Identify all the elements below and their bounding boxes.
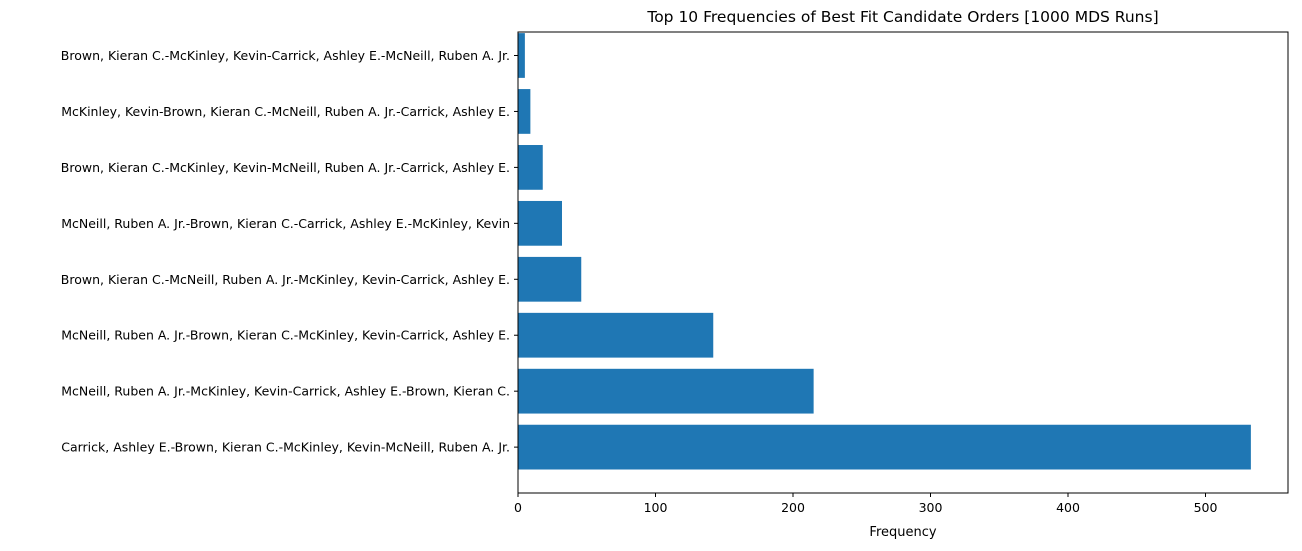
- category-label: Carrick, Ashley E.-Brown, Kieran C.-McKi…: [61, 440, 510, 455]
- x-tick-label: 300: [919, 500, 943, 515]
- x-axis-ticks: 0 100 200 300 400 500: [514, 493, 1217, 515]
- category-label: Brown, Kieran C.-McKinley, Kevin-Carrick…: [61, 48, 510, 63]
- category-label: McNeill, Ruben A. Jr.-Brown, Kieran C.-M…: [61, 328, 510, 343]
- x-tick-label: 400: [1056, 500, 1080, 515]
- bar: [518, 200, 562, 246]
- bar: [518, 368, 814, 414]
- x-axis-label: Frequency: [869, 525, 936, 540]
- bar: [518, 312, 714, 358]
- bar: [518, 256, 582, 302]
- bars-layer: [518, 33, 1251, 470]
- category-label: McNeill, Ruben A. Jr.-Brown, Kieran C.-C…: [61, 216, 510, 231]
- category-labels: Carrick, Ashley E.-Brown, Kieran C.-McKi…: [61, 48, 518, 455]
- category-label: McNeill, Ruben A. Jr.-McKinley, Kevin-Ca…: [61, 384, 510, 399]
- x-tick-label: 100: [644, 500, 668, 515]
- x-tick-label: 500: [1194, 500, 1218, 515]
- bar: [518, 33, 525, 78]
- bar: [518, 145, 543, 190]
- category-label: McKinley, Kevin-Brown, Kieran C.-McNeill…: [61, 104, 510, 119]
- x-tick-label: 200: [781, 500, 805, 515]
- category-label: Brown, Kieran C.-McNeill, Ruben A. Jr.-M…: [61, 272, 510, 287]
- plot-frame: [517, 31, 1289, 494]
- bar: [518, 424, 1251, 470]
- chart-title: Top 10 Frequencies of Best Fit Candidate…: [646, 8, 1158, 26]
- x-tick-label: 0: [514, 500, 522, 515]
- category-label: Brown, Kieran C.-McKinley, Kevin-McNeill…: [61, 160, 510, 175]
- bar: [518, 89, 531, 134]
